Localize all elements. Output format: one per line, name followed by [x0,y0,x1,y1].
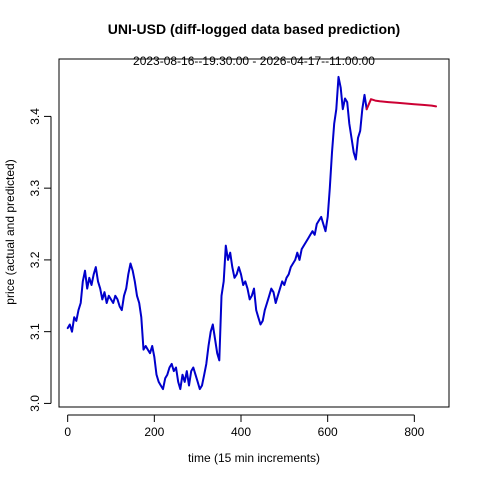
y-tick-label: 3.4 [28,108,42,125]
plot-frame [58,58,450,408]
axes-layer: 0 200 400 600 800 3.0 3.1 3.2 3.3 3.4 [28,58,450,439]
x-tick-label: 800 [404,425,424,439]
x-tick-label: 0 [64,425,71,439]
x-tick-label: 200 [144,425,164,439]
series-predicted-line [365,98,437,111]
y-tick-label: 3.1 [28,323,42,340]
x-tick-label: 400 [231,425,251,439]
y-axis-label: price (actual and predicted) [3,159,17,304]
chart-subtitle: 2023-08-16--19:30:00 - 2026-04-17--11:00… [133,54,375,68]
x-axis-label: time (15 min increments) [188,451,320,465]
chart-title: UNI-USD (diff-logged data based predicti… [108,21,400,37]
series-layer [66,75,437,391]
y-tick-label: 3.0 [28,395,42,412]
x-tick-label: 600 [318,425,338,439]
y-tick-label: 3.2 [28,251,42,268]
series-actual-line [66,75,368,391]
y-tick-label: 3.3 [28,179,42,196]
